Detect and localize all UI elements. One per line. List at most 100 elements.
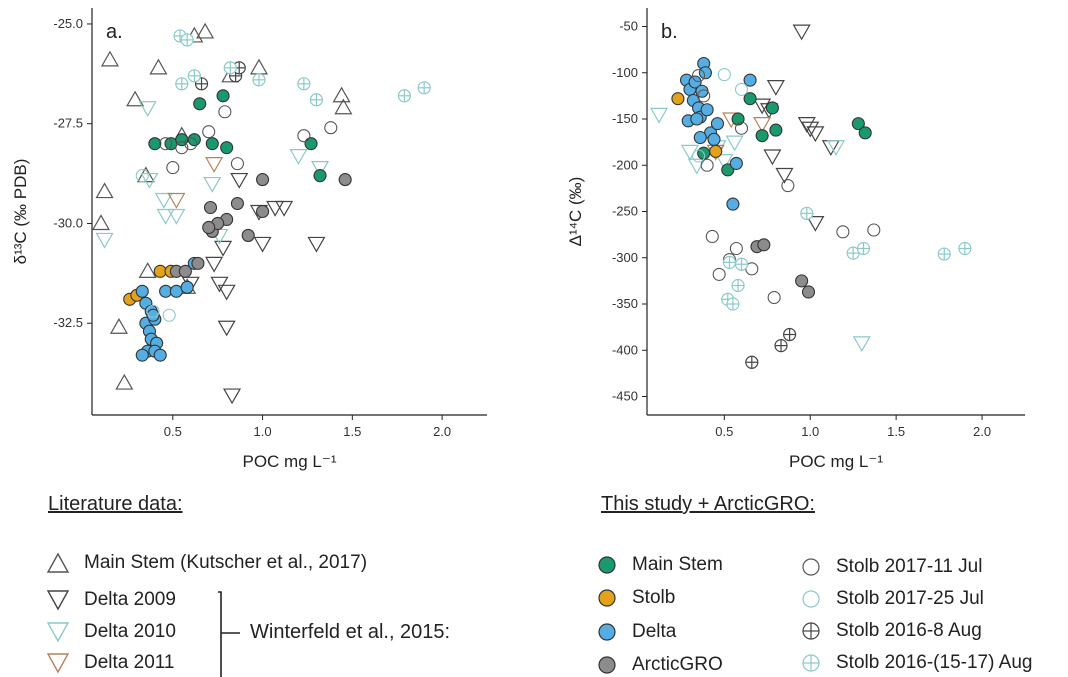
marker-kutscher — [249, 58, 269, 75]
marker-stolb_aug15 — [180, 33, 194, 47]
marker-stolb_aug15 — [722, 255, 737, 269]
marker-stolb_jul11 — [781, 179, 795, 193]
marker-kutscher — [138, 262, 157, 278]
legend-item-arcticgro: ArcticGRO — [596, 654, 723, 676]
marker-arcticgro — [795, 274, 809, 288]
marker-delta — [693, 130, 707, 145]
filled-circle-icon — [598, 556, 616, 574]
marker-kutscher — [332, 86, 351, 103]
panel-a-y-tick-label: -32.5 — [53, 315, 83, 330]
marker-delta2009 — [253, 236, 272, 253]
marker-stolb_aug15 — [187, 69, 201, 83]
marker-delta2009 — [766, 80, 785, 96]
legend-item-delta: Delta — [596, 621, 676, 643]
marker-delta — [710, 117, 724, 131]
marker-stolb_jul11 — [166, 161, 180, 175]
marker-stolb_jul11 — [700, 158, 714, 172]
legend-literature-title: Literature data: — [48, 493, 183, 515]
panel-b-y-tick-label: -50 — [619, 19, 638, 34]
panel-b-y-tick-label: -350 — [612, 296, 638, 311]
legend-item-delta2010: Delta 2010 — [46, 621, 176, 643]
legend-label-stolb-jul25: Stolb 2017-25 Jul — [836, 588, 984, 609]
marker-delta2009 — [266, 200, 285, 217]
marker-delta2009 — [217, 284, 236, 301]
marker-delta2009 — [806, 216, 825, 232]
marker-arcticgro — [256, 204, 270, 219]
marker-kutscher — [149, 58, 168, 75]
marker-delta2009 — [763, 149, 782, 166]
marker-main_stem — [721, 163, 735, 177]
marker-arcticgro — [203, 200, 218, 215]
marker-delta2009 — [214, 240, 233, 257]
panel-b-y-tick-label: -450 — [612, 389, 638, 404]
marker-delta — [135, 284, 149, 298]
marker-stolb_aug15 — [726, 297, 740, 311]
marker-stolb_aug15 — [937, 247, 951, 261]
filled-circle-icon — [598, 656, 616, 674]
marker-delta2010 — [95, 232, 114, 249]
marker-stolb_aug15 — [800, 206, 814, 220]
marker-kutscher — [95, 182, 114, 199]
marker-arcticgro — [191, 256, 205, 270]
panel-a-y-tick-label: -30.0 — [53, 215, 83, 230]
legend-item-delta2011: Delta 2011 — [46, 652, 175, 674]
marker-stolb_aug15 — [252, 73, 266, 87]
marker-main_stem — [193, 97, 207, 111]
marker-stolb_jul25 — [717, 68, 731, 82]
panel-a-x-tick-label: 0.5 — [164, 424, 182, 439]
circle-plus-icon — [802, 622, 820, 640]
marker-stolb_aug15 — [958, 241, 972, 256]
marker-stolb_jul11 — [867, 223, 881, 237]
marker-stolb_jul11 — [729, 241, 743, 256]
marker-stolb_jul11 — [697, 89, 711, 103]
open-circle-icon — [802, 590, 820, 608]
marker-delta2010 — [715, 154, 734, 170]
marker-main_stem — [755, 129, 769, 143]
panel-a-x-tick-label: 1.5 — [343, 424, 361, 439]
legend-winterfeld-label: Winterfeld et al., 2015: — [250, 621, 451, 643]
marker-delta2009 — [821, 140, 840, 156]
marker-delta2010 — [154, 192, 173, 209]
marker-delta2011 — [753, 117, 772, 133]
marker-stolb — [153, 264, 167, 278]
marker-delta2011 — [205, 157, 224, 173]
triangle-up-icon — [46, 552, 70, 573]
legend-item-stolb-aug8: Stolb 2016-8 Aug — [800, 620, 982, 642]
marker-main_stem — [851, 117, 865, 131]
marker-main_stem — [187, 133, 201, 147]
legend-label-delta2011: Delta 2011 — [84, 652, 175, 673]
marker-delta — [726, 197, 740, 211]
marker-main_stem — [148, 137, 162, 151]
legend-label-delta2010: Delta 2010 — [84, 621, 176, 642]
marker-stolb_jul11 — [230, 157, 244, 171]
marker-arcticgro — [241, 228, 255, 242]
legend-label-arcticgro: ArcticGRO — [632, 654, 723, 675]
marker-stolb_aug15 — [309, 93, 324, 107]
marker-delta2010 — [156, 208, 175, 225]
marker-stolb_jul11 — [202, 125, 216, 139]
marker-delta2009 — [797, 117, 816, 133]
marker-stolb_aug8 — [783, 327, 797, 342]
marker-delta — [707, 132, 721, 146]
legend-item-stolb-jul11: Stolb 2017-11 Jul — [800, 556, 982, 578]
legend-label-delta: Delta — [632, 621, 677, 642]
marker-delta — [743, 73, 757, 87]
marker-kutscher — [91, 214, 111, 231]
marker-stolb_jul25 — [146, 304, 160, 318]
marker-arcticgro — [202, 220, 216, 235]
marker-stolb_aug15 — [417, 81, 431, 95]
marker-delta — [169, 284, 183, 298]
marker-stolb_aug15 — [223, 61, 237, 75]
marker-delta — [698, 66, 712, 80]
marker-delta2010 — [649, 107, 669, 124]
panel-b-x-tick-label: 2.0 — [973, 424, 991, 439]
marker-kutscher — [100, 50, 119, 67]
chart-figure: 0.5 1.0 1.5 2.0 -32.5 -30.0 -27.5 -25.0 POC mg L… — [11, 8, 1025, 471]
marker-delta2009 — [792, 24, 811, 41]
marker-delta2009 — [230, 172, 249, 189]
marker-delta2009 — [275, 200, 294, 217]
marker-stolb_jul11 — [175, 141, 189, 155]
triangle-down-icon — [46, 590, 70, 611]
panel-a-label: a. — [106, 21, 123, 43]
legend-item-stolb: Stolb — [596, 587, 675, 609]
